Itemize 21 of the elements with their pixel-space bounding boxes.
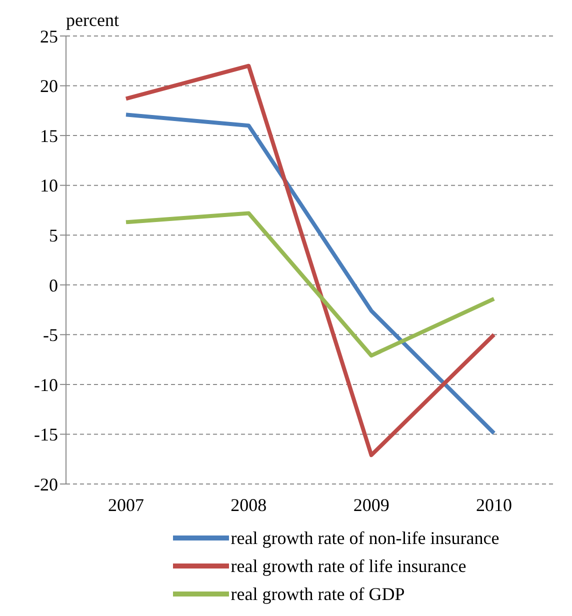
x-tick-label: 2007 <box>108 494 144 515</box>
legend-label: real growth rate of GDP <box>230 583 405 606</box>
line-series <box>124 112 496 436</box>
y-tick-label: 25 <box>40 26 58 46</box>
x-tick-label: 2010 <box>476 494 512 515</box>
y-tick-label: 10 <box>40 176 58 196</box>
line-series <box>124 64 496 458</box>
legend-label: real growth rate of non-life insurance <box>230 527 500 550</box>
y-tick-label: 20 <box>40 76 58 96</box>
y-tick-label: 5 <box>49 226 58 246</box>
x-tick-label: 2008 <box>230 494 267 515</box>
y-tick-label: -15 <box>34 424 58 445</box>
y-tick-label: -10 <box>34 374 58 395</box>
y-tick-label: 0 <box>49 275 58 296</box>
line-series <box>124 211 496 358</box>
y-axis-title: percent <box>66 10 119 31</box>
legend-label: real growth rate of life insurance <box>230 555 466 578</box>
y-tick-label: -5 <box>43 325 58 346</box>
y-tick-label: -20 <box>34 474 58 494</box>
x-tick-label: 2009 <box>353 494 390 515</box>
y-tick-label: 15 <box>40 126 58 146</box>
